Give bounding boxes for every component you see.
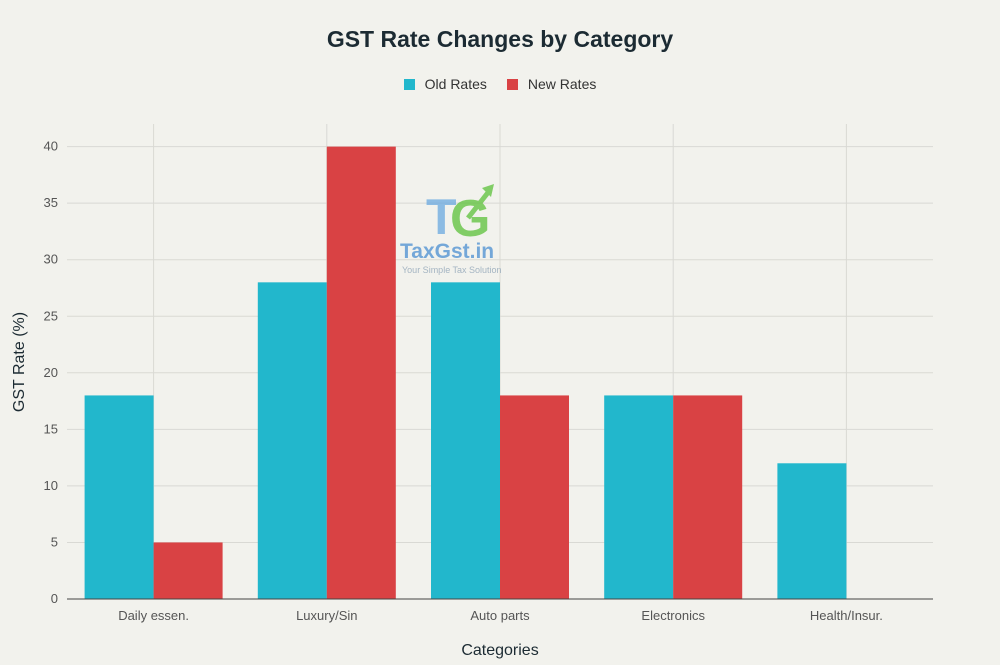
legend: Old Rates New Rates [0,76,1000,92]
bar-new-1[interactable] [326,146,396,599]
bar-old-2[interactable] [431,282,500,599]
logo-arrow-icon [466,188,492,220]
bar-new-3[interactable] [673,395,743,599]
chart-title: GST Rate Changes by Category [326,26,674,52]
bars [84,146,847,599]
y-tick-label: 40 [44,139,58,154]
legend-item-new[interactable]: New Rates [506,76,597,92]
y-tick-label: 10 [44,478,58,493]
y-tick-label: 0 [51,591,58,606]
logo-arrowhead-icon [482,184,494,197]
y-tick-label: 20 [44,365,58,380]
legend-item-old[interactable]: Old Rates [403,76,487,92]
axes: 0 5 10 15 20 25 30 35 40 Daily essen. Luxury/Sin Au… [44,139,933,623]
logo-mark-t: T [426,189,457,245]
x-tick-label: Electronics [641,608,705,623]
x-tick-label: Auto parts [470,608,530,623]
bar-old-4[interactable] [777,463,847,599]
logo-brand-text: TaxGst.in [400,240,494,263]
x-tick-label: Health/Insur. [810,608,883,623]
legend-label-old: Old Rates [424,76,487,92]
x-tick-label: Daily essen. [118,608,189,623]
y-tick-label: 30 [44,252,58,267]
logo-tagline-text: Your Simple Tax Solution [402,265,502,275]
y-tick-label: 35 [44,195,58,210]
y-tick-label: 15 [44,421,58,436]
taxgst-logo-watermark: T G TaxGst.in Your Simple Tax Solution [400,184,502,275]
bar-old-0[interactable] [84,395,154,599]
y-tick-label: 25 [44,308,58,323]
bar-new-2[interactable] [500,395,569,599]
bar-new-0[interactable] [153,542,223,599]
bar-old-3[interactable] [604,395,674,599]
x-tick-label: Luxury/Sin [296,608,357,623]
bar-old-1[interactable] [257,282,327,599]
y-tick-label: 5 [51,534,58,549]
x-axis-title: Categories [461,642,538,659]
y-axis-title: GST Rate (%) [11,312,28,412]
legend-label-new: New Rates [527,76,597,92]
legend-swatch-new [506,78,518,90]
legend-swatch-old [403,78,415,90]
